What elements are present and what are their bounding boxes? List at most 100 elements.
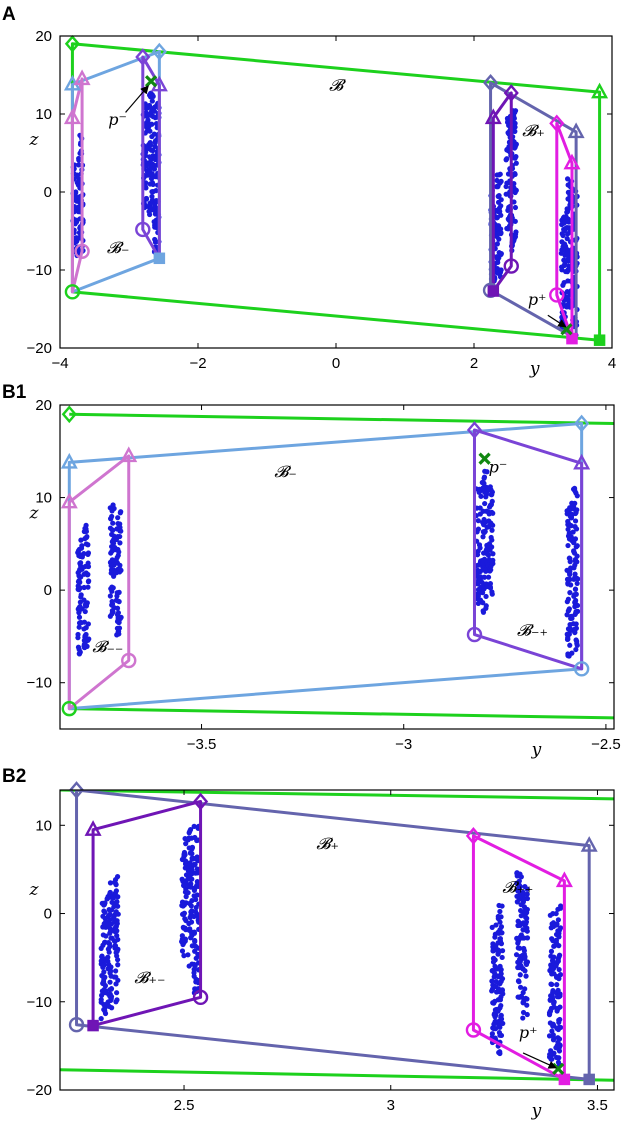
- data-point: [514, 873, 520, 879]
- data-point: [110, 585, 116, 591]
- data-point: [188, 903, 194, 909]
- data-point: [495, 929, 501, 935]
- data-point: [188, 919, 195, 925]
- x-tick-label: −2: [189, 355, 206, 372]
- data-point: [116, 619, 122, 625]
- data-point: [77, 604, 83, 610]
- data-point: [73, 194, 79, 200]
- hull-B1-0: [69, 412, 614, 426]
- data-point: [115, 552, 121, 559]
- data-point: [115, 598, 121, 604]
- data-point: [192, 937, 198, 944]
- data-point: [113, 536, 119, 543]
- data-point: [149, 98, 155, 104]
- data-point: [116, 589, 122, 595]
- data-point: [117, 562, 123, 568]
- data-point: [557, 993, 563, 999]
- data-point: [188, 884, 194, 890]
- B2-marker-triangle-9: [555, 871, 573, 888]
- B2-marker-square-7: [87, 1019, 99, 1032]
- data-point: [191, 913, 197, 920]
- data-point: [480, 534, 486, 540]
- data-point: [487, 584, 493, 590]
- data-point: [116, 625, 123, 631]
- x-tick-label: −3.5: [187, 736, 217, 753]
- data-point: [479, 579, 485, 586]
- data-point: [566, 606, 572, 612]
- data-point: [85, 621, 91, 627]
- y-tick-label: −20: [27, 1082, 52, 1099]
- A-marker-circle-9: [74, 243, 90, 259]
- panel-label-B1: B1: [2, 382, 27, 403]
- data-point: [495, 913, 501, 920]
- data-point: [76, 624, 82, 630]
- data-point: [500, 1020, 506, 1027]
- data-point: [189, 867, 195, 873]
- y-axis-label-A: z: [29, 130, 40, 150]
- data-point: [513, 160, 519, 166]
- data-point: [192, 948, 198, 954]
- data-point: [481, 574, 488, 580]
- panel-B2: B2 𝓑₊ 𝓑₊₊ 𝓑₊₋ p⁺ 2.5 3 3.5 −20 −10 0 10 y z: [2, 766, 615, 1121]
- data-point: [181, 910, 188, 916]
- data-point: [117, 521, 123, 527]
- data-point: [490, 1000, 496, 1006]
- data-point: [565, 542, 571, 549]
- annotation-B1-3: p⁻: [489, 458, 508, 477]
- data-point: [514, 880, 520, 886]
- data-point: [557, 905, 564, 911]
- data-point: [474, 552, 481, 558]
- data-point: [111, 938, 117, 944]
- y-tick-label: 0: [44, 906, 52, 923]
- data-point: [106, 1003, 112, 1010]
- data-point: [553, 910, 559, 917]
- data-point: [111, 974, 117, 980]
- data-point: [107, 993, 113, 1000]
- data-point: [480, 485, 486, 491]
- B1-marker-circle-7: [121, 652, 137, 669]
- data-point: [566, 265, 572, 272]
- data-point: [480, 567, 486, 573]
- data-point: [109, 531, 115, 538]
- data-point: [573, 526, 580, 532]
- data-point: [78, 594, 84, 600]
- data-point: [567, 642, 573, 648]
- data-point: [557, 972, 564, 978]
- data-point: [75, 631, 81, 638]
- data-point: [560, 215, 566, 221]
- data-point: [495, 259, 501, 266]
- data-point: [566, 225, 572, 231]
- data-point: [191, 929, 197, 935]
- x-tick-label: 2.5: [174, 1097, 195, 1114]
- data-point: [112, 925, 118, 931]
- panel-label-B2: B2: [2, 766, 26, 787]
- data-point: [489, 537, 495, 543]
- hull-B2-1: [60, 1068, 614, 1082]
- data-point: [146, 123, 152, 129]
- data-point: [81, 619, 88, 625]
- data-point: [152, 143, 158, 149]
- data-point: [185, 837, 191, 843]
- data-point: [111, 904, 117, 910]
- data-point: [77, 585, 83, 591]
- B1-marker-triangle-6: [120, 446, 138, 463]
- data-point: [482, 468, 488, 474]
- data-point: [573, 646, 579, 653]
- data-point: [115, 615, 121, 621]
- data-point: [111, 573, 117, 579]
- data-point: [554, 922, 560, 928]
- data-point: [521, 904, 528, 910]
- data-point: [114, 605, 121, 611]
- data-point: [497, 1032, 503, 1038]
- data-point: [520, 1009, 527, 1016]
- data-point: [187, 871, 193, 878]
- hull-A-2: [70, 77, 84, 294]
- data-point: [110, 520, 116, 526]
- data-point: [549, 936, 555, 942]
- data-point: [572, 518, 579, 524]
- data-point: [555, 917, 561, 923]
- data-point: [497, 963, 503, 969]
- data-point: [490, 948, 497, 954]
- data-point: [479, 479, 485, 486]
- data-point: [564, 612, 570, 618]
